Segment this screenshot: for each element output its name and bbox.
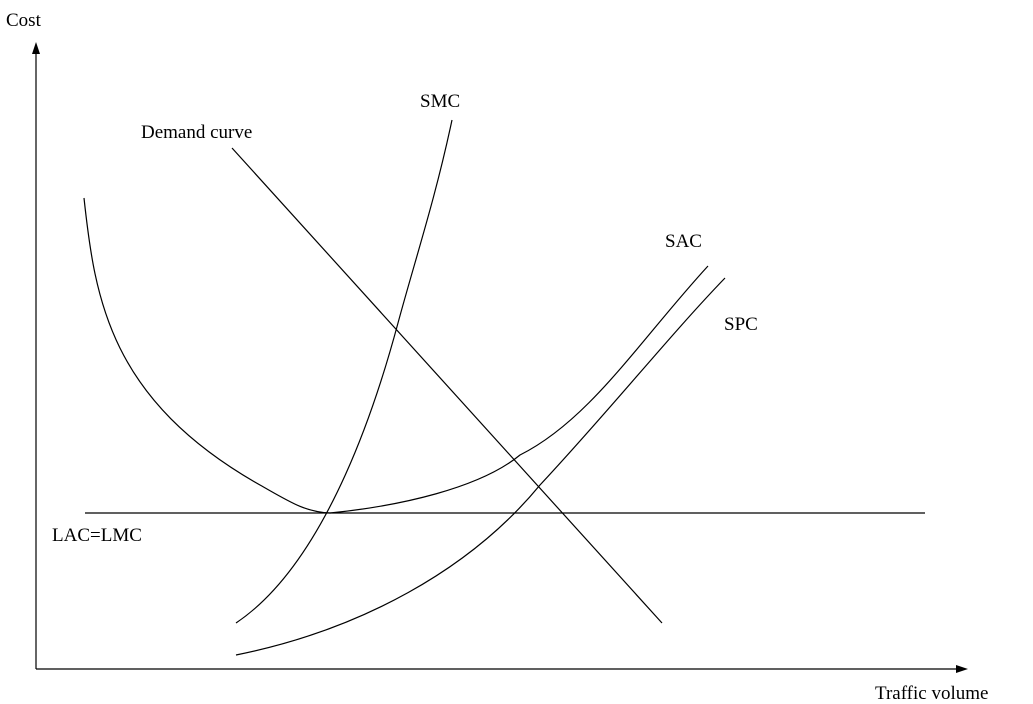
- spc-curve: [235, 277, 726, 656]
- spc-label: SPC: [724, 314, 758, 335]
- y-axis-arrow-icon: [32, 42, 40, 54]
- sac-label: SAC: [665, 231, 702, 252]
- y-axis-label: Cost: [6, 10, 42, 31]
- demand-curve: [231, 147, 663, 624]
- x-axis-arrow-icon: [956, 665, 968, 673]
- smc-label: SMC: [420, 91, 460, 112]
- demand-curve-label: Demand curve: [141, 122, 252, 143]
- sac-curve: [83, 197, 709, 514]
- lac-lmc-label: LAC=LMC: [52, 525, 142, 546]
- x-axis-label: Traffic volume: [875, 683, 988, 704]
- smc-curve: [235, 119, 453, 624]
